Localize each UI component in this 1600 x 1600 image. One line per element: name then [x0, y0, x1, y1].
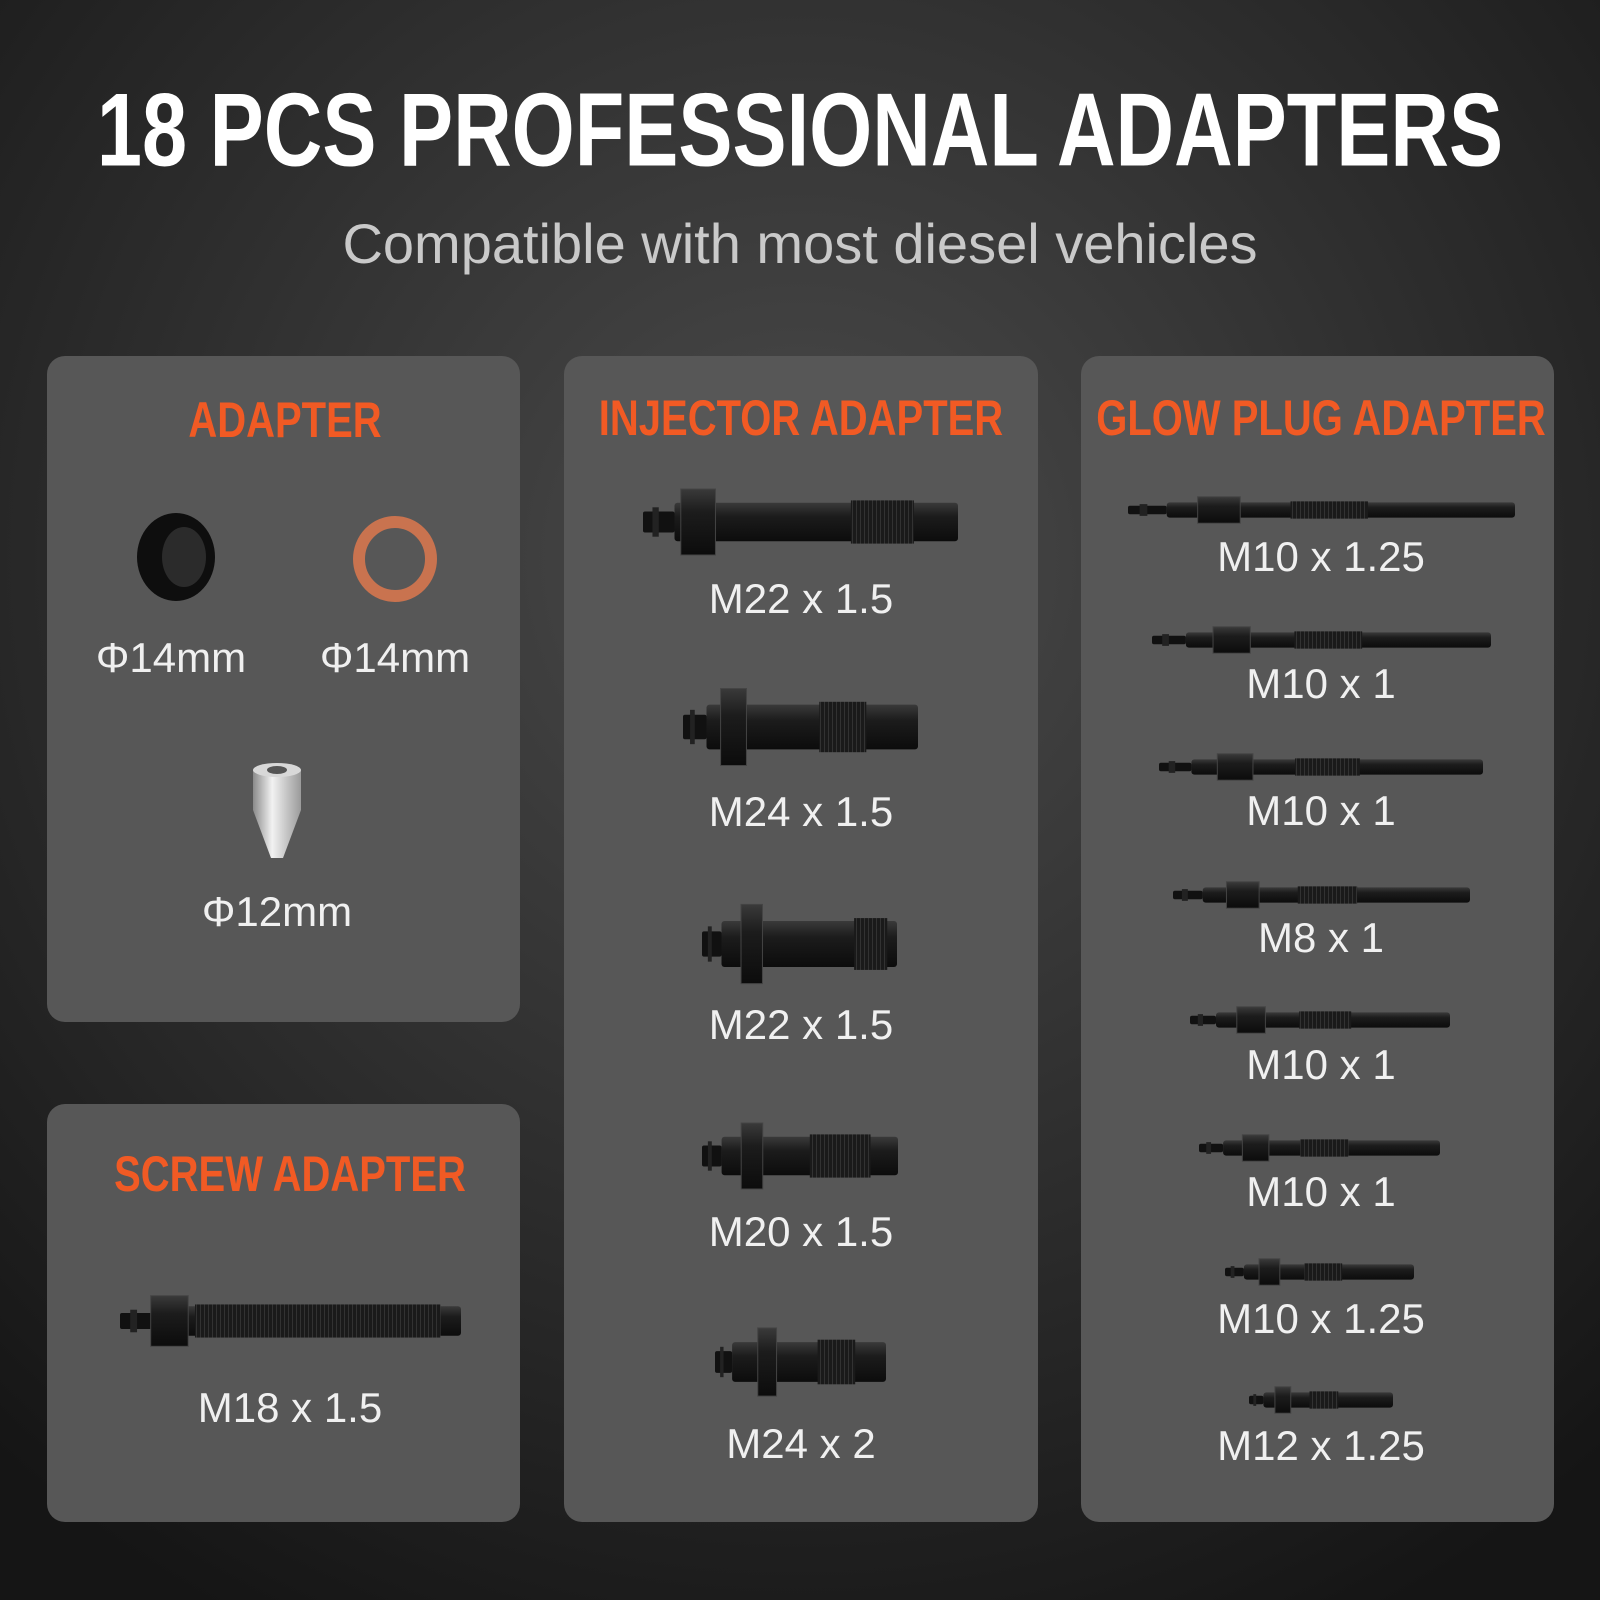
- panel-title: ADAPTER: [188, 392, 381, 448]
- tool-thread: [1299, 1011, 1352, 1029]
- tool-collar: [720, 1346, 724, 1378]
- tool-collar: [1181, 889, 1188, 901]
- adapter-tool: [643, 488, 958, 556]
- adapter-tool: [1190, 1006, 1450, 1034]
- item-label: Φ14mm: [320, 634, 470, 681]
- item-label: M10 x 1: [1246, 660, 1395, 707]
- tool-hex: [720, 688, 747, 766]
- tool-hex: [740, 903, 763, 985]
- panel-title: GLOW PLUG ADAPTER: [1096, 390, 1545, 446]
- item-label: M10 x 1: [1246, 1168, 1395, 1215]
- tool-hex: [1274, 1386, 1292, 1414]
- tool-thread: [1295, 758, 1360, 776]
- item-label: M10 x 1: [1246, 1041, 1395, 1088]
- tool-collar: [1230, 1266, 1235, 1278]
- tool-collar: [707, 926, 712, 962]
- tool-hex: [1258, 1258, 1281, 1286]
- copper-ring: [353, 516, 437, 602]
- tool-thread: [809, 1134, 871, 1178]
- tool-collar: [707, 1141, 712, 1171]
- tool-hex: [1236, 1006, 1266, 1034]
- panel-title: SCREW ADAPTER: [114, 1146, 466, 1202]
- adapter-tool: [1159, 753, 1483, 781]
- item-label: Φ14mm: [96, 634, 246, 681]
- adapter-tool: [1199, 1134, 1440, 1162]
- item-label: M12 x 1.25: [1217, 1422, 1425, 1469]
- item-label: M8 x 1: [1258, 914, 1384, 961]
- tool-hex: [740, 1122, 764, 1190]
- tool-body: [732, 1342, 886, 1382]
- adapter-tool: [1249, 1386, 1393, 1414]
- tool-collar: [1162, 634, 1169, 646]
- item-label: M18 x 1.5: [198, 1384, 382, 1431]
- tool-hex: [1197, 496, 1241, 524]
- panel-title: INJECTOR ADAPTER: [599, 390, 1003, 446]
- item-label: Φ12mm: [202, 888, 352, 935]
- tool-thread: [1309, 1391, 1339, 1409]
- tool-thread: [1300, 1139, 1349, 1157]
- adapter-tool: [702, 903, 897, 985]
- tool-hex: [1241, 1134, 1270, 1162]
- item-label: M10 x 1: [1246, 787, 1395, 834]
- adapter-tool: [1173, 881, 1470, 909]
- tool-collar: [1206, 1142, 1212, 1154]
- tool-collar: [130, 1309, 138, 1333]
- tool-body: [674, 502, 958, 542]
- tool-hex: [757, 1327, 778, 1397]
- tool-hex: [1212, 626, 1251, 654]
- adapter-tool: [1225, 1258, 1414, 1286]
- tool-collar: [1197, 1014, 1203, 1026]
- item-label: M10 x 1.25: [1217, 1295, 1425, 1342]
- tool-collar: [1253, 1394, 1257, 1406]
- tool-hex: [1216, 753, 1254, 781]
- page-subtitle: Compatible with most diesel vehicles: [342, 212, 1257, 275]
- adapter-tool: [120, 1295, 461, 1347]
- tool-hex: [680, 488, 716, 556]
- tool-thread: [1304, 1263, 1343, 1281]
- tool-collar: [1168, 761, 1176, 773]
- tool-thread: [195, 1304, 441, 1338]
- item-label: M24 x 2: [726, 1420, 875, 1467]
- tool-hex: [1225, 881, 1260, 909]
- tool-thread: [1290, 501, 1368, 519]
- tool-thread: [854, 918, 888, 970]
- tool-collar: [652, 507, 659, 537]
- item-label: M20 x 1.5: [709, 1208, 893, 1255]
- item-label: M22 x 1.5: [709, 1001, 893, 1048]
- adapter-tool: [1128, 496, 1515, 524]
- adapter-tool: [683, 688, 918, 766]
- item-label: M24 x 1.5: [709, 788, 893, 835]
- adapter-tool: [715, 1327, 886, 1397]
- tool-hex: [150, 1295, 189, 1347]
- item-label: M22 x 1.5: [709, 575, 893, 622]
- rubber-ring: [137, 513, 215, 601]
- tool-thread: [1294, 631, 1363, 649]
- silver-cone: [253, 763, 301, 858]
- tool-body: [721, 920, 897, 968]
- item-label: M10 x 1.25: [1217, 533, 1425, 580]
- tool-thread: [817, 1339, 856, 1385]
- adapter-tool: [702, 1122, 898, 1190]
- tool-thread: [819, 701, 867, 753]
- adapter-tool: [1152, 626, 1491, 654]
- page-title: 18 PCS PROFESSIONAL ADAPTERS: [97, 72, 1503, 188]
- tool-thread: [1297, 886, 1358, 904]
- tool-collar: [1139, 504, 1148, 516]
- tool-nipple: [1199, 1143, 1224, 1153]
- tool-collar: [690, 709, 695, 745]
- tool-thread: [850, 500, 914, 544]
